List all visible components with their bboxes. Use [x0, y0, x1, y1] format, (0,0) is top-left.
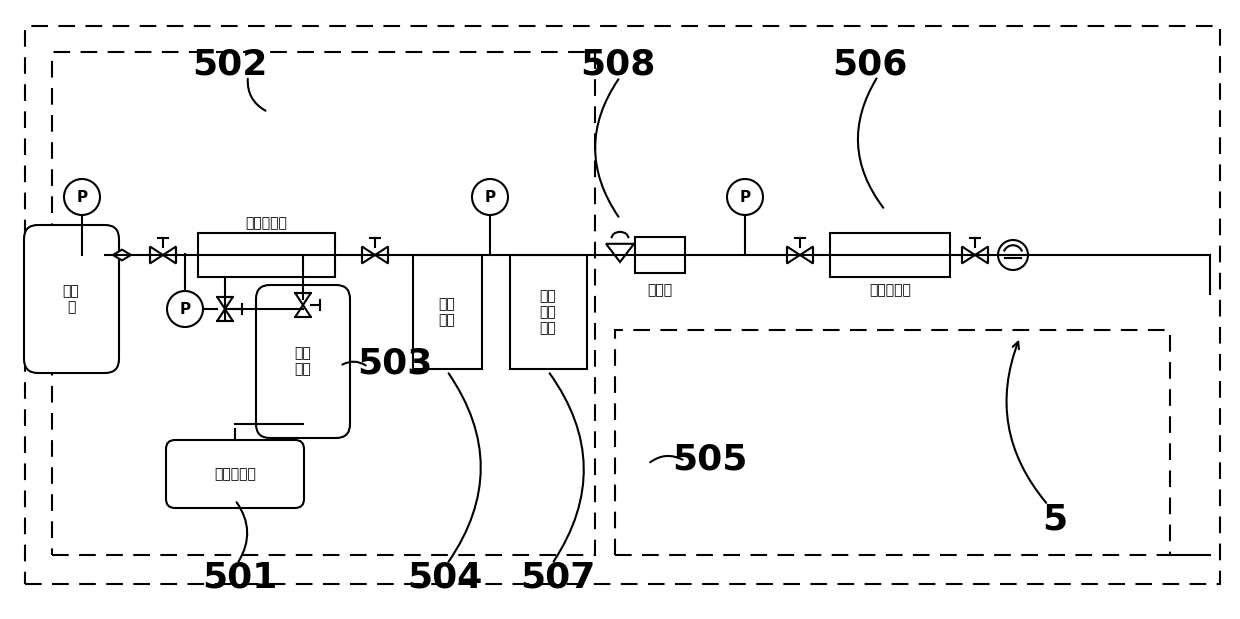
Text: 501: 501: [202, 560, 278, 594]
Polygon shape: [962, 246, 975, 264]
Text: 504: 504: [407, 560, 482, 594]
FancyBboxPatch shape: [24, 225, 119, 373]
Text: 505: 505: [672, 442, 748, 476]
Bar: [510, 255, 587, 369]
Text: 气体
润湿
装置: 气体 润湿 装置: [539, 289, 557, 335]
Polygon shape: [150, 246, 162, 264]
Text: 503: 503: [357, 347, 433, 381]
Polygon shape: [217, 297, 233, 309]
Text: P: P: [77, 189, 88, 204]
Circle shape: [998, 240, 1028, 270]
Circle shape: [64, 179, 100, 215]
Text: 507: 507: [521, 560, 595, 594]
Bar: [413, 255, 482, 369]
FancyBboxPatch shape: [255, 285, 350, 438]
Text: 502: 502: [192, 47, 268, 81]
Text: 调压阀: 调压阀: [647, 283, 672, 297]
Text: P: P: [739, 189, 750, 204]
Text: 508: 508: [580, 47, 656, 81]
Text: 5: 5: [1043, 502, 1068, 536]
Polygon shape: [113, 249, 131, 261]
Bar: [635, 237, 684, 273]
Polygon shape: [362, 246, 374, 264]
Text: 低压
储罐: 低压 储罐: [295, 347, 311, 376]
Polygon shape: [374, 246, 388, 264]
Text: 506: 506: [832, 47, 908, 81]
Text: P: P: [180, 301, 191, 316]
Polygon shape: [217, 309, 233, 321]
Text: 空气压缩机: 空气压缩机: [215, 467, 255, 481]
FancyBboxPatch shape: [166, 440, 304, 508]
Text: 高压
储罐: 高压 储罐: [439, 297, 455, 327]
Polygon shape: [295, 305, 311, 317]
Text: 流量控制器: 流量控制器: [869, 283, 911, 297]
Bar: [198, 233, 335, 277]
Polygon shape: [787, 246, 800, 264]
Polygon shape: [162, 246, 176, 264]
Circle shape: [167, 291, 203, 327]
Circle shape: [727, 179, 763, 215]
Text: 天然
气: 天然 气: [63, 284, 79, 314]
Bar: [830, 233, 950, 277]
Polygon shape: [975, 246, 988, 264]
Polygon shape: [606, 244, 634, 262]
Circle shape: [472, 179, 508, 215]
Text: 气体增压泵: 气体增压泵: [246, 216, 288, 230]
Polygon shape: [800, 246, 813, 264]
Text: P: P: [485, 189, 496, 204]
Polygon shape: [295, 293, 311, 305]
